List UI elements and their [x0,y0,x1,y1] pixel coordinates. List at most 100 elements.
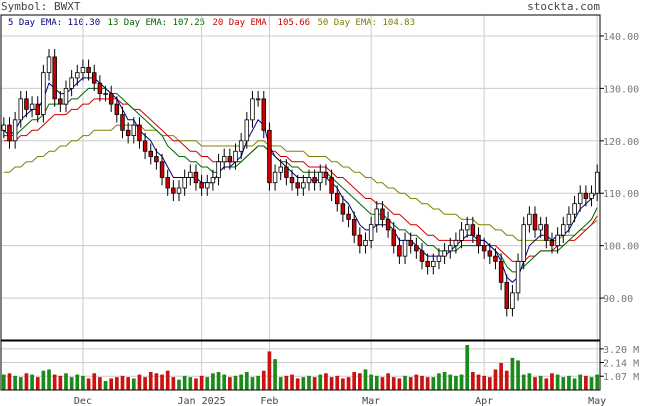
candle-body [221,156,227,163]
price-tick-label: 140.00 [603,32,639,43]
volume-bar [567,375,571,390]
volume-bar [98,377,102,390]
volume-bar [380,377,385,390]
candle-body [549,240,555,247]
candle-body [92,72,97,84]
grid-lines [1,15,600,390]
candle-body [238,140,244,152]
candle-body [391,229,396,247]
price-axis: 140.00 130.00 120.00 110.00 100.00 90.00 [600,32,639,305]
candle-body [18,98,24,121]
volume-bar [499,363,503,390]
candle-body [250,98,255,121]
candle-body [52,56,57,100]
candle-body [459,229,464,241]
candle-body [329,177,334,194]
candle-body [572,203,577,215]
volume-bar [58,375,63,390]
candle-body [487,250,493,257]
volume-bar [13,375,17,390]
volume-bar [30,374,34,390]
candle-body [114,103,120,115]
candle-body [86,67,91,74]
candle-body [476,234,481,247]
volume-bar [538,375,543,390]
candle-body [397,245,402,257]
price-panel-border [0,14,601,341]
volume-bar [64,373,68,390]
volume-bar [194,378,198,390]
candle-body [385,219,391,231]
volume-tick-label: 2.14 M [603,358,639,369]
candle-body [142,140,148,152]
ema50-line [3,124,598,241]
ema-lines [3,77,598,283]
volume-bar [454,375,458,390]
volume-bar [312,377,317,390]
volume-bar [301,377,306,390]
date-tick-label: Dec [74,396,92,406]
date-tick-label: Feb [260,396,278,406]
volume-bar [148,372,153,390]
volume-bar [47,369,51,390]
chart-header: Symbol: BWXT stockta.com [0,0,655,16]
volume-bar [425,377,430,390]
volume-bar [555,374,560,390]
candle-body [555,234,560,247]
candle-body [137,124,142,142]
volume-bar [81,375,85,390]
candle-body [414,245,419,252]
candle-body [402,240,408,257]
legend-ema13: 13 Day EMA: 107.25 [107,18,206,28]
volume-bar [1,374,6,390]
volume-bar [482,375,486,390]
volume-bar [109,378,114,390]
brand-label[interactable]: stockta.com [527,0,600,13]
candle-body [289,177,295,184]
ema-legend: 5 Day EMA: 110.30 13 Day EMA: 107.25 20 … [8,18,417,28]
candle-body [408,240,413,247]
volume-bar [244,372,249,390]
volume-bar [295,378,300,390]
volume-bar [533,377,537,390]
volume-bar [476,374,481,390]
candle-body [498,260,504,283]
candle-body [267,129,272,184]
volume-bar [357,373,362,390]
date-tick-label: Apr [475,396,493,406]
volume-bar [397,378,402,390]
symbol-label: Symbol: BWXT [1,0,81,13]
candle-body [442,250,447,257]
candle-body [154,156,159,163]
volume-bar [86,378,91,390]
candle-body [1,124,7,131]
candle-body [7,124,12,142]
volume-bar [165,370,170,390]
candle-body [589,192,594,199]
volume-bar [527,373,532,390]
candle-body [210,177,216,184]
candle-body [58,98,63,105]
volume-tick-label: 3.20 M [603,345,639,356]
volume-bar [329,377,334,390]
candle-body [69,77,74,89]
candle-body [125,129,131,136]
candle-body [510,292,515,309]
candle-body [323,171,329,178]
volume-bar [544,378,549,390]
volume-bar [471,372,475,390]
volume-bar [578,374,583,390]
legend-ema5: 5 Day EMA: 110.30 [8,18,101,28]
candle-body [165,177,170,189]
volume-bar [442,372,447,390]
price-tick-label: 100.00 [603,242,639,253]
volume-bar [335,375,340,390]
volume-bar [284,375,289,390]
volume-bar [487,377,492,390]
candle-body [380,208,385,220]
volume-bar [493,369,498,390]
volume-tick-label: 1.07 M [603,372,639,383]
volume-bar [199,375,204,390]
candle-body [41,72,46,115]
volume-bar [414,374,419,390]
